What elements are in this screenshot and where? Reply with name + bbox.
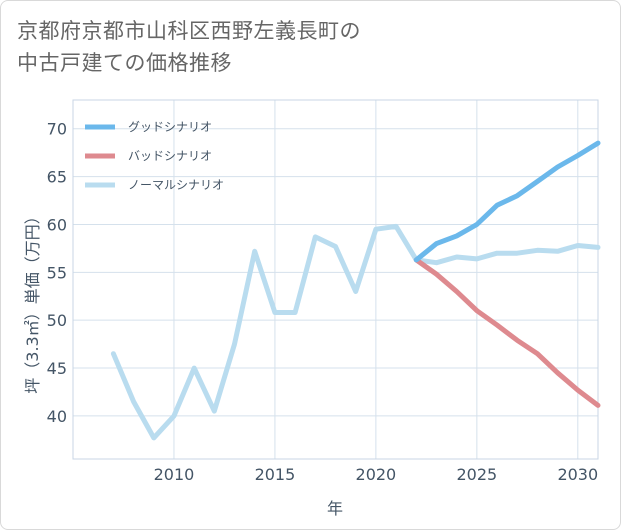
legend-label: ノーマルシナリオ (128, 178, 224, 192)
legend-label: バッドシナリオ (128, 149, 212, 163)
chart-title-line2: 中古戸建ての価格推移 (17, 51, 232, 75)
x-tick-label: 2030 (557, 465, 598, 484)
legend-label: グッドシナリオ (128, 120, 212, 134)
x-axis-label: 年 (327, 499, 343, 518)
x-tick-label: 2015 (255, 465, 296, 484)
y-tick-label: 60 (47, 215, 67, 234)
series-line-2 (110, 223, 601, 441)
y-axis-ticks: 40 45 50 55 60 65 70 (47, 120, 67, 426)
y-tick-label: 55 (47, 263, 67, 282)
y-tick-label: 65 (47, 168, 67, 187)
y-tick-label: 45 (47, 359, 67, 378)
series-line-1 (413, 257, 601, 408)
plot-area-border (72, 99, 599, 460)
series-line-0 (413, 140, 601, 263)
x-tick-label: 2010 (154, 465, 195, 484)
grid (73, 100, 598, 459)
x-tick-label: 2025 (456, 465, 497, 484)
y-tick-label: 50 (47, 311, 67, 330)
chart-title-line1: 京都府京都市山科区西野左義長町の (17, 19, 361, 43)
y-tick-label: 70 (47, 120, 67, 139)
series (110, 140, 601, 441)
y-tick-label: 40 (47, 407, 67, 426)
x-tick-label: 2020 (356, 465, 397, 484)
y-axis-label: 坪（3.3㎡）単価（万円） (23, 208, 42, 393)
x-axis-ticks: 2010 2015 2020 2025 2030 (154, 465, 599, 484)
chart-title: 京都府京都市山科区西野左義長町の 中古戸建ての価格推移 (17, 15, 607, 79)
